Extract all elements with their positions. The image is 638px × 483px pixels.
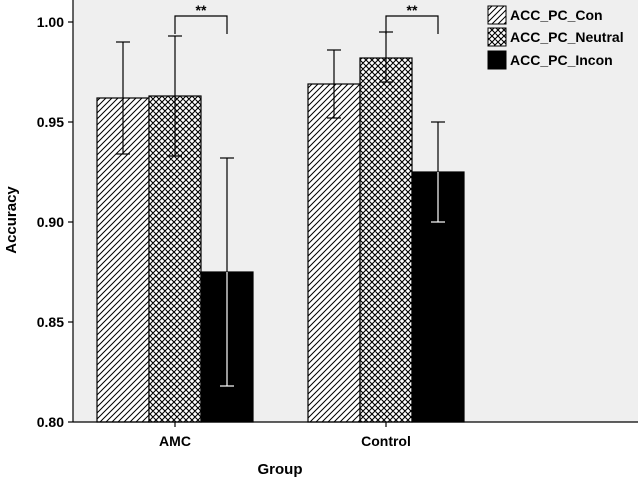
y-tick-label: 1.00 bbox=[37, 14, 64, 30]
y-tick-label: 0.85 bbox=[37, 314, 64, 330]
x-axis-title: Group bbox=[258, 461, 303, 478]
y-tick-label: 0.80 bbox=[37, 414, 64, 430]
significance-bracket bbox=[385, 15, 439, 34]
y-axis-title: Accuracy bbox=[3, 186, 20, 254]
error-bars-group bbox=[116, 31, 445, 387]
legend-swatch-incon bbox=[487, 50, 507, 70]
legend-swatch-neutral bbox=[487, 27, 507, 47]
y-tick-label: 0.90 bbox=[37, 214, 64, 230]
significance-group: ** ** bbox=[174, 2, 439, 34]
y-tick-label: 0.95 bbox=[37, 114, 64, 130]
x-tick-label-amc: AMC bbox=[159, 433, 191, 449]
legend: ACC_PC_Con ACC_PC_Neutral ACC_PC_Incon bbox=[487, 5, 624, 70]
x-ticks-group: AMC Control bbox=[159, 422, 411, 449]
bar-acc-pc-con-control bbox=[307, 83, 361, 423]
legend-swatch-con bbox=[487, 5, 507, 25]
legend-label-con: ACC_PC_Con bbox=[510, 7, 603, 23]
x-tick-label-control: Control bbox=[361, 433, 411, 449]
significance-bracket bbox=[174, 15, 228, 34]
significance-label-amc: ** bbox=[196, 2, 207, 18]
significance-label-control: ** bbox=[407, 2, 418, 18]
legend-label-neutral: ACC_PC_Neutral bbox=[510, 29, 624, 45]
bar-acc-pc-neutral-control bbox=[359, 57, 413, 423]
legend-label-incon: ACC_PC_Incon bbox=[510, 52, 613, 68]
y-ticks-group: 0.80 0.85 0.90 0.95 1.00 bbox=[37, 14, 73, 430]
